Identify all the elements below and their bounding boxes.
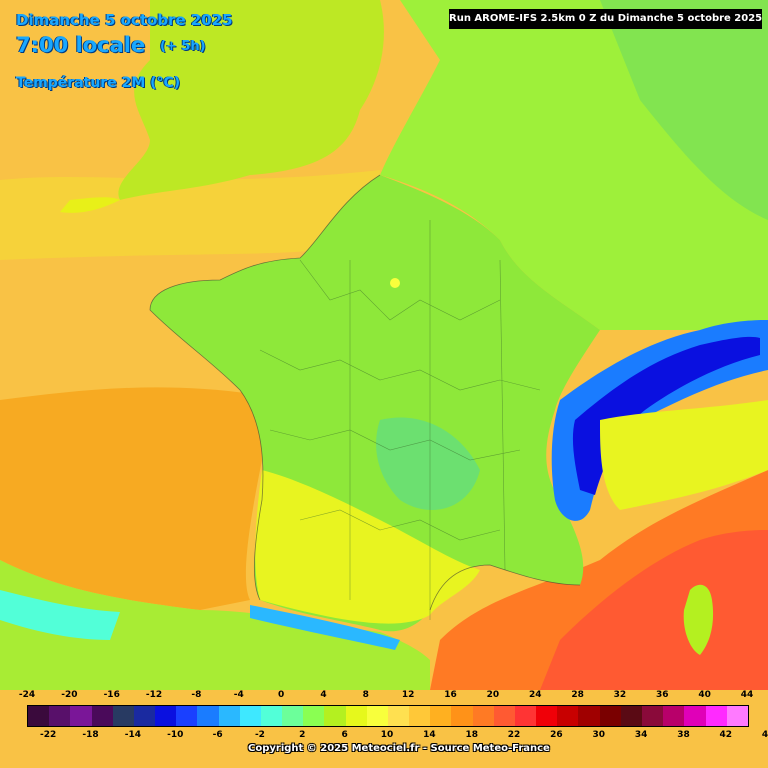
- parameter-label: Température 2M (°C): [16, 75, 181, 91]
- legend-swatch: [726, 706, 748, 726]
- legend-swatch: [387, 706, 410, 726]
- legend-swatch: [112, 706, 134, 726]
- color-scale-bar: [27, 705, 749, 727]
- legend-tick-label: -2: [254, 730, 265, 740]
- legend-tick-label: 0: [277, 690, 285, 700]
- department-borders: [259, 220, 541, 620]
- legend-tick-label: 18: [465, 730, 478, 740]
- channel-sea: [0, 170, 380, 260]
- alps-core: [572, 336, 760, 495]
- spain-north: [0, 560, 430, 690]
- legend-swatch: [663, 706, 685, 726]
- legend-swatch: [705, 706, 727, 726]
- legend-tick-label: 26: [550, 730, 563, 740]
- legend-tick-label: 28: [571, 690, 584, 700]
- legend-tick-label: -14: [124, 730, 142, 740]
- legend-tick-label: 2: [299, 730, 306, 740]
- forecast-date: Dimanche 5 octobre 2025: [16, 11, 233, 29]
- great-britain: [118, 0, 384, 200]
- pyrenees: [250, 605, 400, 650]
- spain-west-cold: [0, 590, 120, 640]
- legend-swatch: [451, 706, 473, 726]
- legend-tick-label: 8: [362, 690, 369, 700]
- legend-swatch: [578, 706, 600, 726]
- legend-swatch: [409, 706, 431, 726]
- legend-swatch: [303, 706, 325, 726]
- legend-swatch: [514, 706, 537, 726]
- legend-tick-label: 32: [613, 690, 627, 700]
- legend-tick-label: 44: [740, 690, 754, 700]
- legend-swatch: [28, 706, 50, 726]
- legend-swatch: [430, 706, 452, 726]
- legend-swatch: [260, 706, 283, 726]
- legend-tick-label: -4: [233, 690, 244, 700]
- legend-swatch: [536, 706, 558, 726]
- legend-tick-label: 30: [592, 730, 606, 740]
- legend-swatch: [620, 706, 642, 726]
- legend-swatch: [366, 706, 388, 726]
- legend-top-labels: -24 -20 -16 -12 -8 -4 0 4 8 12 16 20 24 28 32 36 40 44: [0, 690, 768, 704]
- legend-tick-label: 24: [528, 690, 542, 700]
- legend-swatch: [684, 706, 706, 726]
- legend-swatch: [345, 706, 367, 726]
- po-valley: [600, 400, 768, 510]
- legend-swatch: [49, 706, 71, 726]
- massif-central: [376, 417, 480, 510]
- mediterranean-core: [540, 530, 768, 690]
- legend-tick-label: 42: [719, 730, 733, 740]
- legend-tick-label: 40: [698, 690, 711, 700]
- legend-tick-label: 34: [634, 730, 648, 740]
- cornwall: [60, 197, 120, 213]
- legend-tick-label: 20: [486, 690, 500, 700]
- legend-tick-label: -22: [40, 730, 57, 740]
- legend-swatch: [557, 706, 579, 726]
- legend-swatch: [155, 706, 177, 726]
- biscay-sea: [0, 387, 262, 610]
- legend-swatch: [493, 706, 515, 726]
- legend-tick-label: 46: [761, 730, 768, 740]
- legend-tick-label: -6: [212, 730, 223, 740]
- legend-swatch: [472, 706, 494, 726]
- legend-swatch: [239, 706, 261, 726]
- legend-tick-label: -16: [103, 690, 120, 700]
- legend-swatch: [282, 706, 304, 726]
- forecast-offset: (+ 5h): [160, 39, 206, 54]
- legend-tick-label: 4: [320, 690, 327, 700]
- legend-swatch: [641, 706, 664, 726]
- legend-swatch: [324, 706, 346, 726]
- legend-tick-label: -8: [191, 690, 202, 700]
- legend-tick-label: 22: [507, 730, 521, 740]
- legend-tick-label: -10: [167, 730, 184, 740]
- legend-swatch: [218, 706, 240, 726]
- germany-east: [600, 0, 768, 220]
- legend-tick-label: -20: [61, 690, 78, 700]
- legend-tick-label: 16: [444, 690, 457, 700]
- paris-warm-spot: [390, 278, 400, 288]
- legend-tick-label: 12: [401, 690, 415, 700]
- southwest-france: [255, 470, 480, 624]
- legend-tick-label: -24: [18, 690, 36, 700]
- legend-tick-label: 38: [677, 730, 690, 740]
- legend-tick-label: 14: [423, 730, 436, 740]
- corsica: [683, 584, 714, 655]
- legend-swatch: [70, 706, 92, 726]
- legend-swatch: [91, 706, 113, 726]
- legend-tick-label: 6: [341, 730, 348, 740]
- legend-swatch: [133, 706, 156, 726]
- coastlines: [149, 174, 581, 611]
- copyright-notice: Copyright © 2025 Meteociel.fr - Source M…: [248, 743, 550, 754]
- forecast-time: 7:00 locale: [16, 33, 146, 57]
- legend-swatch: [176, 706, 198, 726]
- legend-tick-label: 36: [656, 690, 669, 700]
- run-label: Run AROME-IFS 2.5km 0 Z du Dimanche 5 oc…: [449, 9, 762, 29]
- legend-tick-label: -18: [82, 730, 99, 740]
- legend-tick-label: 10: [380, 730, 394, 740]
- legend-swatch: [197, 706, 219, 726]
- legend-bottom-labels: -22-18-14-10-6-22610141822263034384246: [0, 730, 768, 744]
- legend-tick-label: -12: [145, 690, 163, 700]
- legend-swatch: [599, 706, 621, 726]
